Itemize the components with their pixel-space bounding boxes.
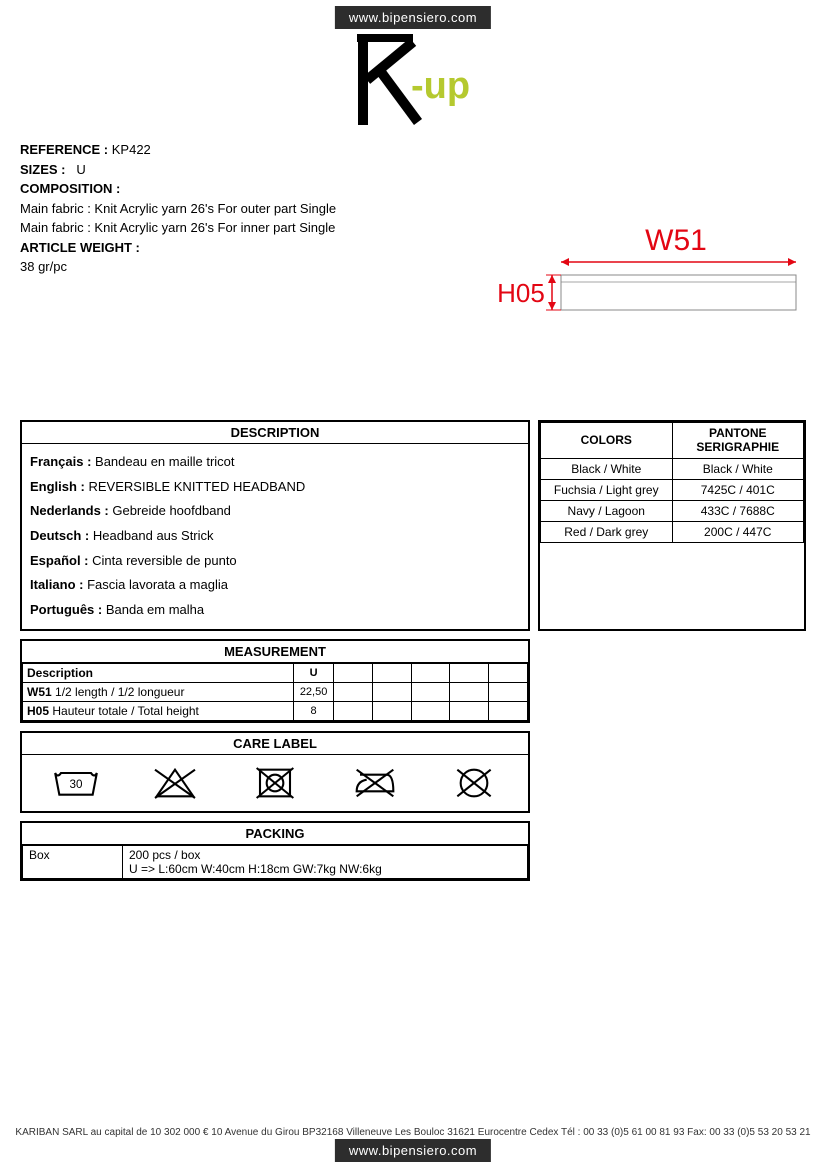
description-line: English : REVERSIBLE KNITTED HEADBAND — [30, 475, 520, 500]
sizes-label: SIZES : — [20, 162, 66, 177]
no-dry-clean-icon — [449, 763, 499, 803]
colors-header: COLORS — [541, 423, 673, 459]
color-row: Red / Dark grey200C / 447C — [541, 521, 804, 542]
measurement-size-header: U — [294, 663, 334, 682]
svg-text:30: 30 — [69, 778, 82, 791]
no-bleach-icon — [150, 763, 200, 803]
pantone-header: PANTONE SERIGRAPHIE — [672, 423, 804, 459]
weight-label: ARTICLE WEIGHT : — [20, 238, 336, 258]
no-iron-icon — [350, 763, 400, 803]
measurement-diagram: W51 H05 — [486, 220, 806, 340]
description-header: DESCRIPTION — [22, 422, 528, 444]
description-line: Italiano : Fascia lavorata a maglia — [30, 573, 520, 598]
footer-legal: KARIBAN SARL au capital de 10 302 000 € … — [0, 1127, 826, 1138]
description-line: Nederlands : Gebreide hoofdband — [30, 499, 520, 524]
description-line: Español : Cinta reversible de punto — [30, 549, 520, 574]
url-bar-top: www.bipensiero.com — [335, 6, 491, 29]
svg-text:W51: W51 — [645, 224, 707, 257]
composition-label: COMPOSITION : — [20, 179, 336, 199]
description-table: DESCRIPTION Français : Bandeau en maille… — [20, 420, 530, 631]
colors-table: COLORS PANTONE SERIGRAPHIE Black / White… — [538, 420, 806, 631]
wash-30-icon: 30 — [51, 763, 101, 803]
reference-label: REFERENCE : — [20, 142, 108, 157]
measurement-desc-header: Description — [23, 663, 294, 682]
brand-logo: -up — [343, 30, 483, 130]
measurement-header: MEASUREMENT — [22, 641, 528, 663]
weight-value: 38 gr/pc — [20, 257, 336, 277]
svg-text:-up: -up — [411, 65, 470, 107]
packing-label: Box — [23, 845, 123, 878]
care-label-table: CARE LABEL 30 — [20, 731, 530, 813]
reference-value: KP422 — [112, 142, 151, 157]
color-row: Navy / Lagoon433C / 7688C — [541, 500, 804, 521]
sizes-value: U — [76, 162, 85, 177]
care-header: CARE LABEL — [22, 733, 528, 755]
description-line: Français : Bandeau en maille tricot — [30, 450, 520, 475]
product-info: REFERENCE : KP422 SIZES : U COMPOSITION … — [20, 140, 336, 277]
no-tumble-dry-icon — [250, 763, 300, 803]
packing-table: PACKING Box 200 pcs / box U => L:60cm W:… — [20, 821, 530, 881]
description-line: Português : Banda em malha — [30, 598, 520, 623]
packing-header: PACKING — [22, 823, 528, 845]
measurement-table: MEASUREMENT Description U W51 1/2 length… — [20, 639, 530, 723]
packing-details: 200 pcs / box U => L:60cm W:40cm H:18cm … — [123, 845, 528, 878]
description-line: Deutsch : Headband aus Strick — [30, 524, 520, 549]
measurement-row: H05 Hauteur totale / Total height8 — [23, 701, 528, 720]
color-row: Fuchsia / Light grey7425C / 401C — [541, 479, 804, 500]
svg-text:H05: H05 — [497, 278, 545, 308]
composition-line: Main fabric : Knit Acrylic yarn 26's For… — [20, 199, 336, 219]
composition-line: Main fabric : Knit Acrylic yarn 26's For… — [20, 218, 336, 238]
color-row: Black / WhiteBlack / White — [541, 458, 804, 479]
measurement-row: W51 1/2 length / 1/2 longueur22,50 — [23, 682, 528, 701]
url-bar-bottom: www.bipensiero.com — [335, 1139, 491, 1162]
